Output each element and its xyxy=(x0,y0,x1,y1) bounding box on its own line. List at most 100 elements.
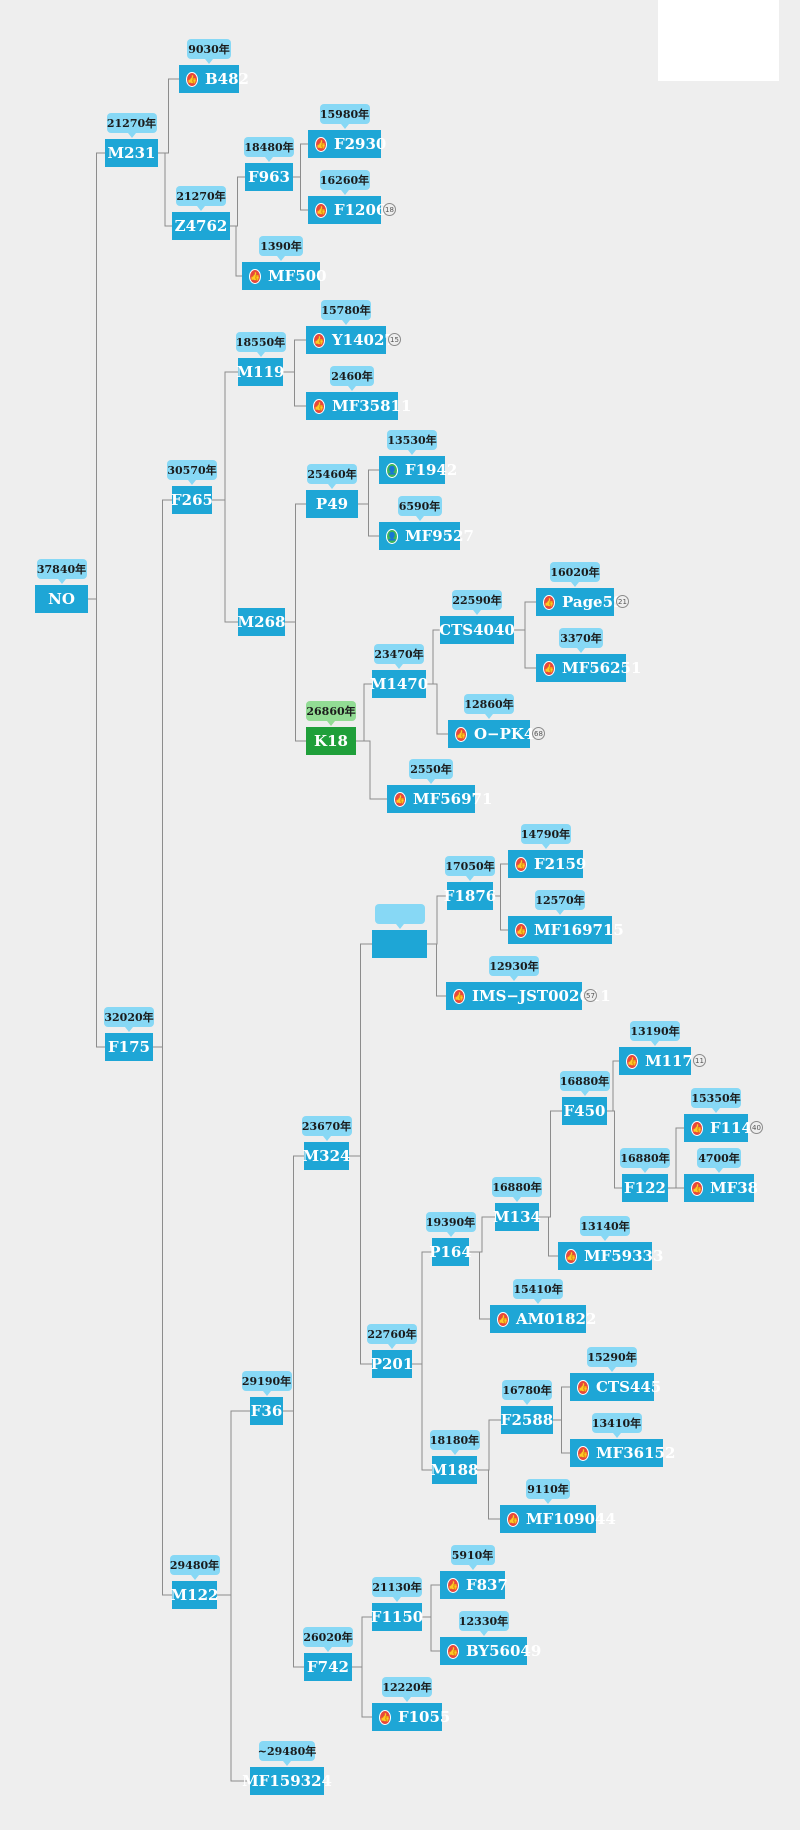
node-m117[interactable]: 👍 M117 xyxy=(619,1047,693,1075)
age-tag-f1150: 21130年 xyxy=(372,1577,422,1602)
node-mf109044[interactable]: 👍 MF109044 xyxy=(500,1505,616,1533)
node-page59[interactable]: 👍 Page59 xyxy=(536,588,623,616)
node-f114[interactable]: 👍 F114 xyxy=(684,1114,752,1142)
node-no[interactable]: NO xyxy=(35,585,88,613)
node-m119[interactable]: M119 xyxy=(237,358,284,386)
node-m188[interactable]: M188 xyxy=(431,1456,478,1484)
node-f1942[interactable]: 👤 F1942 xyxy=(379,456,457,484)
connector-f450-f122 xyxy=(607,1110,622,1189)
thumb-up-icon: 👍 xyxy=(394,791,406,807)
node-z4762[interactable]: Z4762 xyxy=(172,212,230,240)
count-badge-m117[interactable]: 11 xyxy=(693,1054,706,1067)
age-tag-z4762: 21270年 xyxy=(176,186,226,211)
node-f963[interactable]: F963 xyxy=(245,163,293,191)
connector-f742-f1055 xyxy=(352,1666,372,1718)
age-tag-m188: 18180年 xyxy=(429,1430,480,1455)
node-mf56971[interactable]: 👍 MF56971 xyxy=(387,785,492,813)
node-m324[interactable]: M324 xyxy=(303,1142,350,1170)
connector-p201-p164 xyxy=(412,1251,432,1365)
node-m122[interactable]: M122 xyxy=(171,1581,218,1609)
node-f2159[interactable]: 👍 F2159 xyxy=(508,850,586,878)
node-label: F36 xyxy=(250,1402,283,1420)
node-f1055[interactable]: 👍 F1055 xyxy=(372,1703,450,1731)
connector-m122-mf159324 xyxy=(217,1594,250,1782)
node-label: MF36152 xyxy=(595,1444,676,1462)
node-p201[interactable]: P201 xyxy=(371,1350,413,1378)
node-p49[interactable]: P49 xyxy=(306,490,358,518)
node-label: AM01822 xyxy=(515,1310,597,1328)
count-badge-y14027[interactable]: 15 xyxy=(388,333,401,346)
connector-f1876-mf169715 xyxy=(493,895,508,931)
node-f36[interactable]: F36 xyxy=(250,1397,283,1425)
age-tag-mf59333: 13140年 xyxy=(580,1216,630,1241)
node-f1876[interactable]: F1876 xyxy=(444,882,496,910)
node-label: F450 xyxy=(563,1102,606,1120)
node-p164[interactable]: P164 xyxy=(429,1238,472,1266)
node-f2930[interactable]: 👍 F2930 xyxy=(308,130,386,158)
node-m268[interactable]: M268 xyxy=(238,608,285,636)
node-label: F2588 xyxy=(500,1411,554,1429)
person-icon: 👤 xyxy=(386,528,398,544)
node-label: MF109044 xyxy=(525,1510,616,1528)
age-tag-k18: 26860年 xyxy=(306,701,356,726)
count-badge-page59[interactable]: 21 xyxy=(616,595,629,608)
node-label: F742 xyxy=(307,1658,349,1676)
node-mf59333[interactable]: 👍 MF59333 xyxy=(558,1242,663,1270)
node-by56049[interactable]: 👍 BY56049 xyxy=(440,1637,541,1665)
age-tag-p49: 25460年 xyxy=(307,464,357,489)
node-f837[interactable]: 👍 F837 xyxy=(440,1571,508,1599)
connector-m119-mf35811 xyxy=(283,371,306,407)
thumb-up-icon: 👍 xyxy=(497,1311,509,1327)
node-mf35811[interactable]: 👍 MF35811 xyxy=(306,392,411,420)
node-f175[interactable]: F175 xyxy=(105,1033,153,1061)
connector-f1150-by56049 xyxy=(422,1616,440,1652)
node-m1470[interactable]: M1470 xyxy=(370,670,428,698)
age-tag-m324: 23670年 xyxy=(301,1116,352,1141)
node-o-pk4[interactable]: 👍 O−PK4 xyxy=(448,720,534,748)
node-label: F122 xyxy=(624,1179,666,1197)
node-f450[interactable]: F450 xyxy=(562,1097,607,1125)
node-f122[interactable]: F122 xyxy=(622,1174,668,1202)
node-label: F1055 xyxy=(397,1708,451,1726)
node-f265[interactable]: F265 xyxy=(171,486,213,514)
node-mf169715[interactable]: 👍 MF169715 xyxy=(508,916,624,944)
node-mf38[interactable]: 👍 MF38 xyxy=(684,1174,758,1202)
node-mf159324[interactable]: MF159324 xyxy=(242,1767,332,1795)
node-k18[interactable]: K18 xyxy=(306,727,356,755)
node-f742[interactable]: F742 xyxy=(304,1653,352,1681)
node-l127-1[interactable] xyxy=(372,930,427,958)
thumb-up-icon: 👍 xyxy=(565,1248,577,1264)
age-tag-f114: 15350年 xyxy=(691,1088,741,1113)
node-label: P49 xyxy=(315,495,349,513)
node-cts4040[interactable]: CTS4040 xyxy=(439,616,515,644)
node-label: F114 xyxy=(709,1119,752,1137)
node-am01822[interactable]: 👍 AM01822 xyxy=(490,1305,596,1333)
thumb-up-icon: 👍 xyxy=(515,922,527,938)
node-cts445[interactable]: 👍 CTS445 xyxy=(570,1373,661,1401)
age-tag-f2159: 14790年 xyxy=(520,824,571,849)
node-mf36152[interactable]: 👍 MF36152 xyxy=(570,1439,675,1467)
node-y14027[interactable]: 👍 Y14027 xyxy=(306,326,395,354)
count-badge-o-pk4[interactable]: 68 xyxy=(532,727,545,740)
age-tag-m1470: 23470年 xyxy=(374,644,424,669)
count-badge-f114[interactable]: 40 xyxy=(750,1121,763,1134)
node-b482[interactable]: 👍 B482 xyxy=(179,65,249,93)
node-ims-jst002611[interactable]: 👍 IMS−JST002611 xyxy=(446,982,611,1010)
node-f1150[interactable]: F1150 xyxy=(371,1603,423,1631)
node-f1206[interactable]: 👍 F1206 xyxy=(308,196,386,224)
node-m134[interactable]: M134 xyxy=(493,1203,541,1231)
node-mf56251[interactable]: 👍 MF56251 xyxy=(536,654,641,682)
thumb-up-icon: 👍 xyxy=(453,988,465,1004)
age-tag-m122: 29480年 xyxy=(169,1555,220,1580)
count-badge-f1206[interactable]: 18 xyxy=(383,203,396,216)
node-mf500[interactable]: 👍 MF500 xyxy=(242,262,327,290)
count-badge-ims-jst002611[interactable]: 57 xyxy=(584,989,597,1002)
node-m231[interactable]: M231 xyxy=(105,139,158,167)
node-mf9527[interactable]: 👤 MF9527 xyxy=(379,522,474,550)
connector-k18-mf56971 xyxy=(356,740,387,800)
node-f2588[interactable]: F2588 xyxy=(501,1406,553,1434)
node-label: MF169715 xyxy=(533,921,624,939)
age-tag-f1942: 13530年 xyxy=(387,430,437,455)
age-tag-f2588: 16780年 xyxy=(502,1380,552,1405)
age-tag-p164: 19390年 xyxy=(425,1212,476,1237)
